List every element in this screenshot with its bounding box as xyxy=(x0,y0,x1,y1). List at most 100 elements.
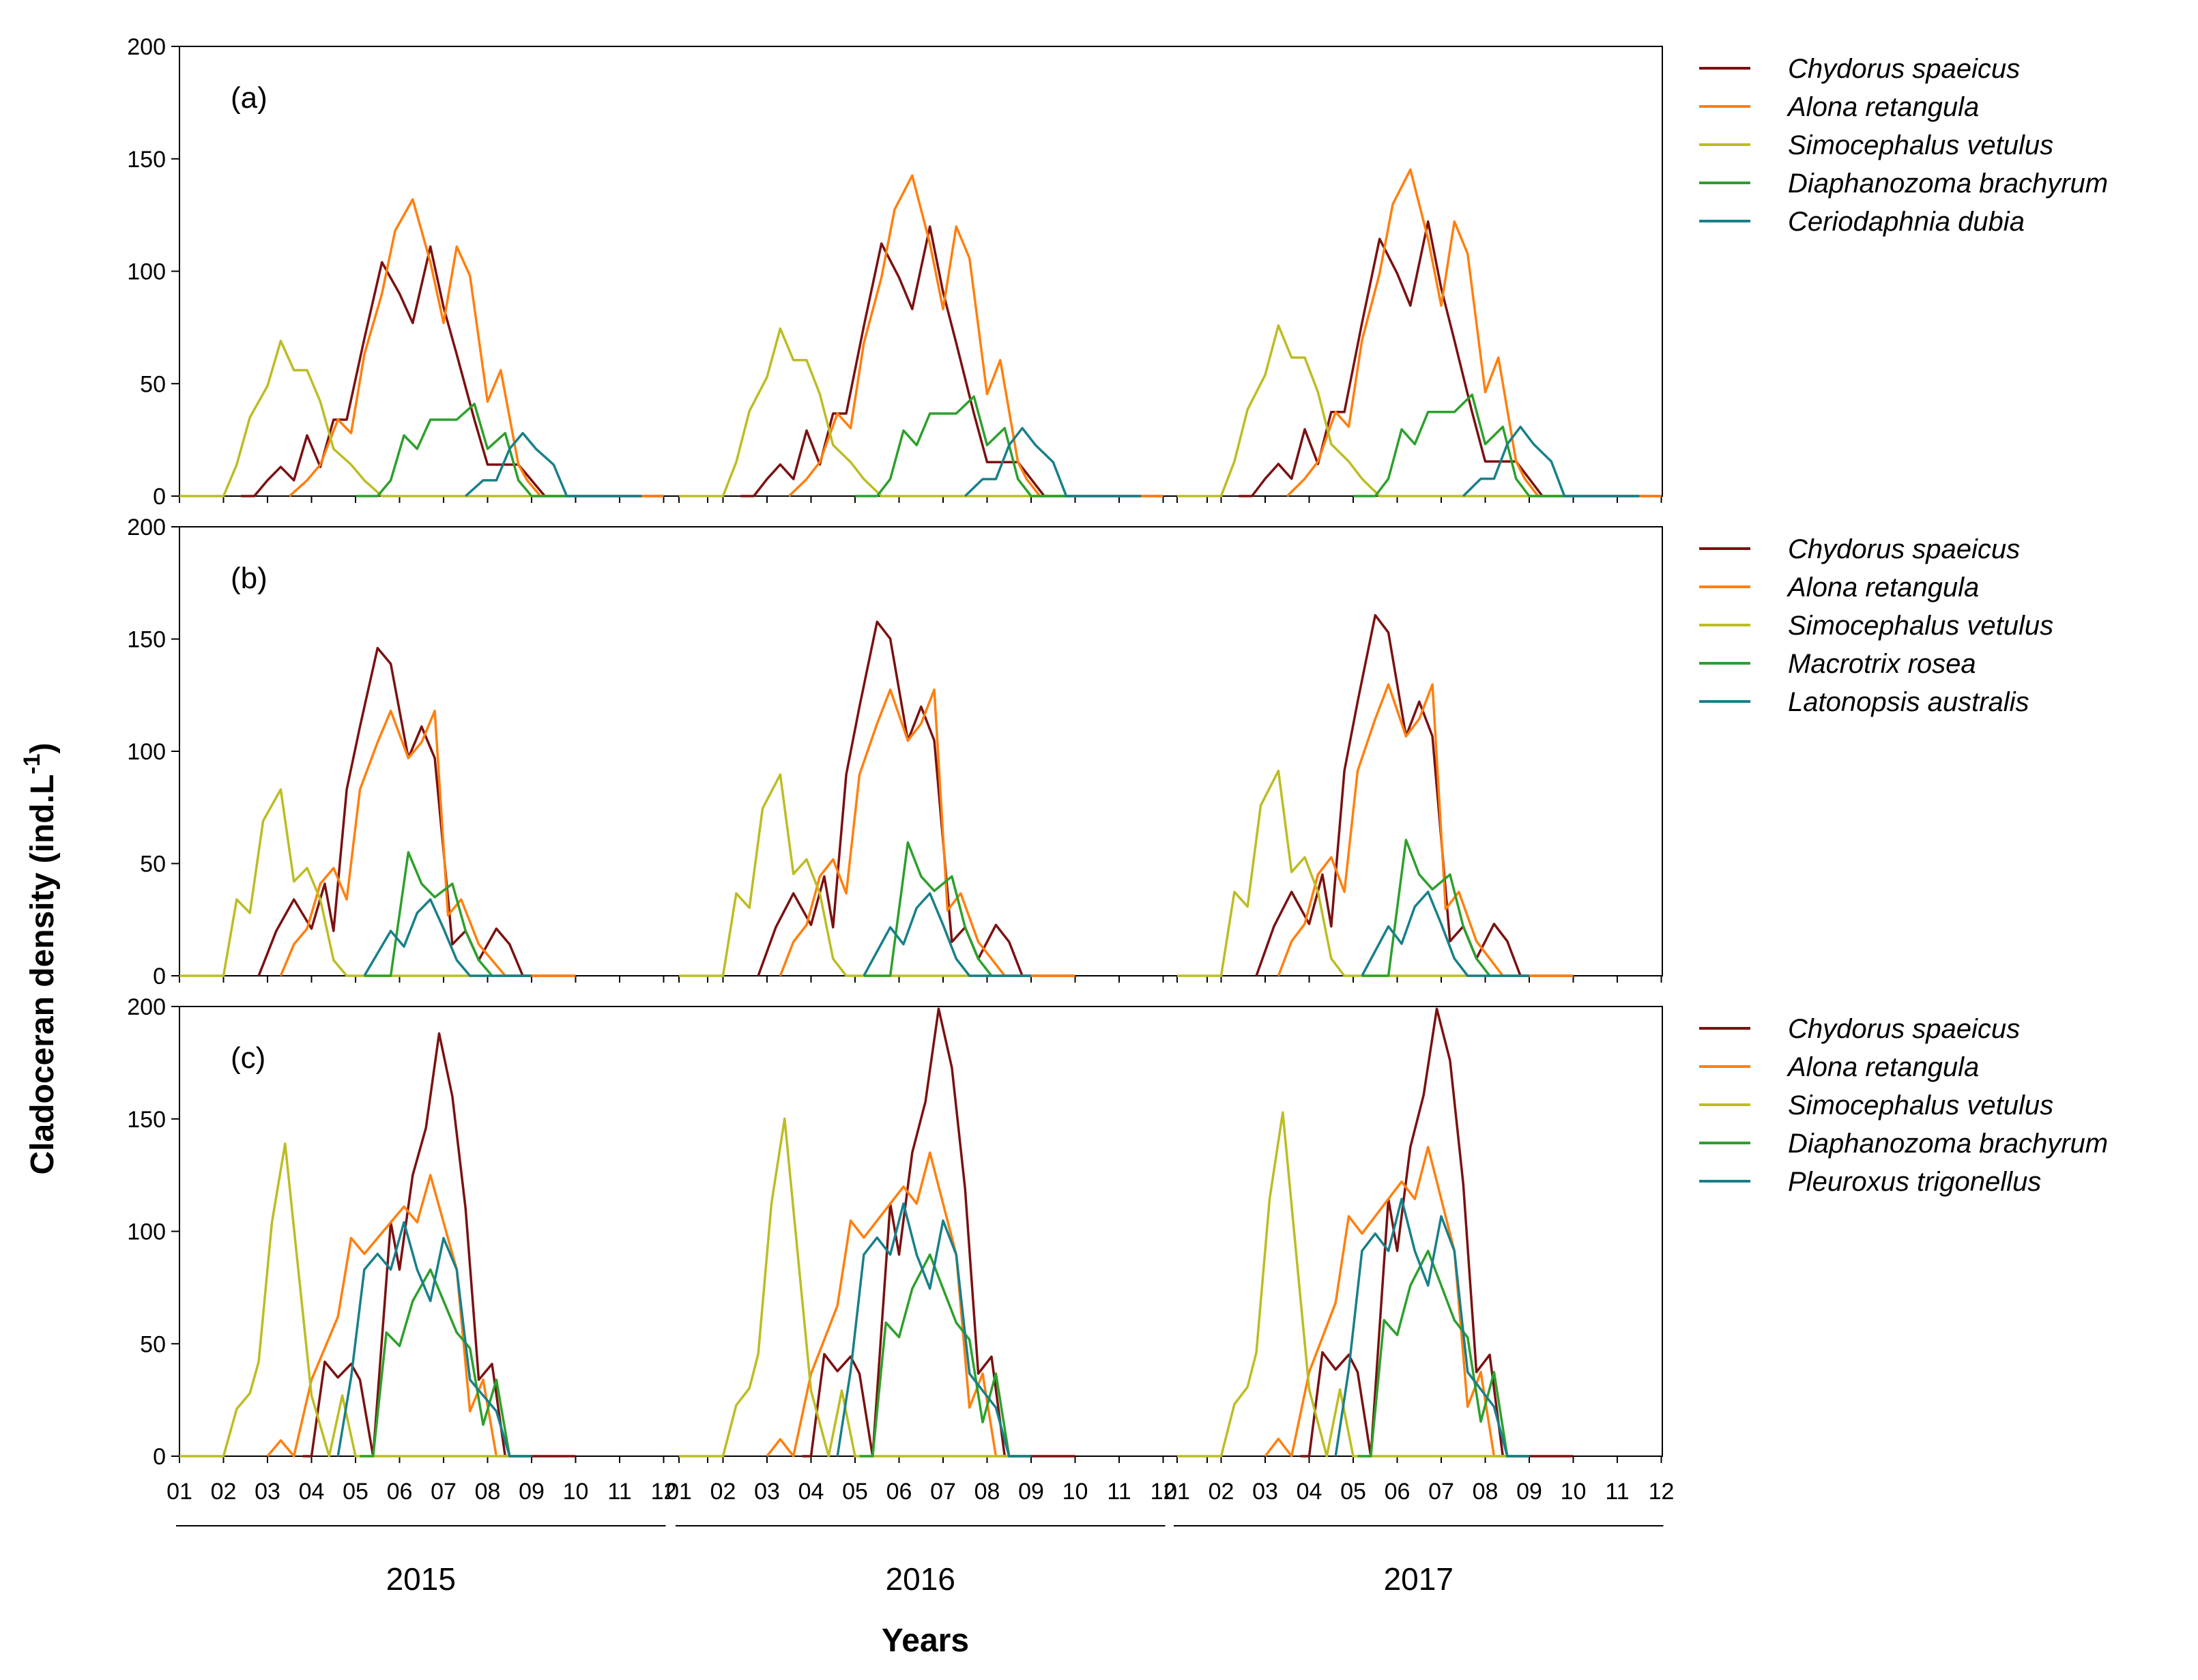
month-tick-label: 05 xyxy=(343,1479,368,1505)
legend-label: Alona retangula xyxy=(1787,573,1979,603)
legend-label: Simocephalus vetulus xyxy=(1788,130,2053,160)
series-line xyxy=(802,1007,1075,1458)
series-line xyxy=(1177,769,1486,977)
y-tick-label: 100 xyxy=(127,739,166,765)
series-line xyxy=(465,431,642,497)
legend-label: Macrotrix rosea xyxy=(1788,649,1976,679)
series-line xyxy=(302,1032,576,1458)
series-line xyxy=(179,1142,532,1458)
y-tick-label: 0 xyxy=(153,1444,166,1470)
month-tick-label: 08 xyxy=(475,1479,501,1505)
series-line xyxy=(779,688,1075,977)
month-tick-label: 05 xyxy=(1340,1479,1366,1505)
series-line xyxy=(1286,168,1662,497)
month-tick-label: 02 xyxy=(1209,1479,1234,1505)
series-line xyxy=(1277,683,1574,977)
month-tick-label: 06 xyxy=(387,1479,413,1505)
plot-frame xyxy=(179,526,1663,976)
series-line xyxy=(1177,1111,1529,1458)
series-line xyxy=(179,788,488,977)
series-line xyxy=(1357,1249,1529,1458)
month-tick-label: 12 xyxy=(651,1479,677,1505)
month-tick-label: 08 xyxy=(974,1479,1000,1505)
legend-label: Latonopsis australis xyxy=(1788,687,2029,717)
month-tick-label: 11 xyxy=(1605,1479,1629,1505)
legend-label: Alona retangula xyxy=(1787,92,1979,122)
series-line xyxy=(1300,1007,1574,1458)
month-tick-label: 07 xyxy=(930,1479,956,1505)
month-tick-label: 10 xyxy=(1062,1479,1088,1505)
month-tick-label: 06 xyxy=(886,1479,912,1505)
series-line xyxy=(679,773,987,977)
series-line xyxy=(1462,425,1640,497)
legends: Chydorus spaeicus Alona retangula Simoceph… xyxy=(1699,54,2108,1197)
year-label: 2017 xyxy=(1384,1561,1454,1597)
series-line xyxy=(788,174,1163,497)
month-tick-label: 05 xyxy=(842,1479,868,1505)
series-line xyxy=(360,1268,532,1458)
legend-label: Ceriodaphnia dubia xyxy=(1788,207,2025,237)
y-tick-label: 200 xyxy=(127,994,166,1020)
series-line xyxy=(289,198,664,497)
y-tick-label: 50 xyxy=(140,1331,166,1357)
series-line xyxy=(336,1221,532,1458)
month-tick-label: 04 xyxy=(299,1479,325,1505)
month-tick-label: 01 xyxy=(666,1479,692,1505)
y-tick-label: 200 xyxy=(127,34,166,60)
month-tick-label: 06 xyxy=(1385,1479,1411,1505)
month-tick-label: 08 xyxy=(1473,1479,1499,1505)
series-line xyxy=(1255,613,1574,977)
month-tick-label: 07 xyxy=(431,1479,457,1505)
legend-label: Diaphanozoma brachyrum xyxy=(1788,169,2108,199)
series-line xyxy=(679,1117,1031,1458)
month-tick-label: 10 xyxy=(1561,1479,1587,1505)
month-tick-label: 03 xyxy=(754,1479,780,1505)
series-line xyxy=(363,898,532,977)
series-line xyxy=(1177,324,1574,497)
month-tick-label: 03 xyxy=(255,1479,280,1505)
series-line xyxy=(279,710,576,977)
series-line xyxy=(766,1151,1031,1458)
series-line xyxy=(1264,1146,1529,1458)
series-line xyxy=(1353,393,1574,497)
month-tick-label: 04 xyxy=(798,1479,824,1505)
panel-tag: (c) xyxy=(231,1041,265,1075)
series-line xyxy=(1239,220,1662,497)
series-line xyxy=(855,395,1075,497)
panel-1: 0 50 100 150 200 (a) xyxy=(127,34,1663,510)
panel-tag: (a) xyxy=(231,81,267,115)
month-tick-label: 11 xyxy=(1107,1479,1131,1505)
y-tick-label: 200 xyxy=(127,515,166,540)
legend-label: Chydorus spaeicus xyxy=(1788,1014,2020,1044)
legend-label: Simocephalus vetulus xyxy=(1788,611,2053,641)
month-tick-label: 02 xyxy=(710,1479,736,1505)
legend-label: Chydorus spaeicus xyxy=(1788,534,2020,564)
legend-label: Chydorus spaeicus xyxy=(1788,54,2020,84)
month-tick-label: 09 xyxy=(1018,1479,1044,1505)
legend-label: Alona retangula xyxy=(1787,1052,1979,1082)
series-line xyxy=(836,1202,1031,1458)
legend-1: Chydorus spaeicus Alona retangula Simoceph… xyxy=(1699,54,2108,237)
panel-2: 0 50 100 150 200 (b) xyxy=(127,515,1663,989)
y-tick-label: 100 xyxy=(127,1219,166,1245)
series-line xyxy=(266,1174,532,1458)
month-tick-label: 12 xyxy=(1151,1479,1176,1505)
month-tick-label: 09 xyxy=(1516,1479,1542,1505)
legend-label: Simocephalus vetulus xyxy=(1788,1090,2053,1120)
series-line xyxy=(859,1253,1031,1458)
month-tick-label: 01 xyxy=(1164,1479,1190,1505)
month-tick-label: 04 xyxy=(1297,1479,1322,1505)
month-tick-label: 03 xyxy=(1252,1479,1278,1505)
series-line xyxy=(757,620,1075,977)
month-tick-label: 11 xyxy=(607,1479,631,1505)
month-tick-label: 01 xyxy=(167,1479,192,1505)
y-tick-label: 100 xyxy=(127,259,166,285)
panel-tag: (b) xyxy=(231,562,267,595)
panels: 0 50 100 150 200 (a) 0 50 100 150 200 (b) 0 50 100 150 2… xyxy=(127,34,1663,1470)
y-tick-label: 150 xyxy=(127,147,166,173)
series-line xyxy=(863,892,1031,977)
legend-3: Chydorus spaeicus Alona retangula Simoceph… xyxy=(1699,1014,2108,1197)
y-tick-label: 0 xyxy=(153,964,166,989)
y-axis-title: Cladoceran density (ind.L-1) xyxy=(19,743,61,1175)
